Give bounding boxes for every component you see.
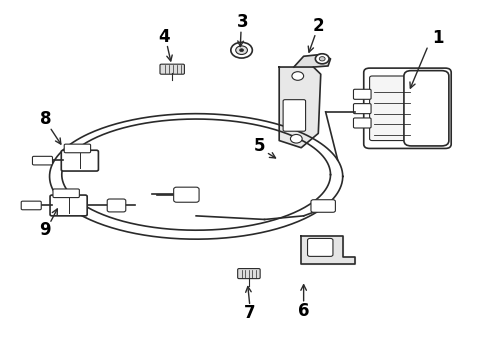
FancyBboxPatch shape (32, 156, 52, 165)
Text: 2: 2 (313, 17, 324, 35)
FancyBboxPatch shape (50, 195, 87, 216)
FancyBboxPatch shape (369, 76, 416, 140)
Polygon shape (294, 54, 331, 67)
FancyBboxPatch shape (173, 187, 199, 202)
FancyBboxPatch shape (404, 71, 449, 146)
FancyBboxPatch shape (160, 64, 184, 74)
FancyBboxPatch shape (364, 68, 451, 148)
Text: 6: 6 (298, 302, 309, 320)
Circle shape (240, 49, 244, 51)
Circle shape (231, 42, 252, 58)
Circle shape (316, 54, 329, 64)
FancyBboxPatch shape (64, 144, 91, 153)
Text: 3: 3 (237, 13, 248, 31)
FancyBboxPatch shape (53, 189, 79, 198)
Text: 8: 8 (40, 110, 51, 128)
FancyBboxPatch shape (353, 89, 371, 99)
Text: 9: 9 (39, 221, 50, 239)
FancyBboxPatch shape (61, 150, 98, 171)
Text: 1: 1 (432, 30, 444, 48)
Text: 4: 4 (159, 28, 170, 46)
FancyBboxPatch shape (107, 199, 126, 212)
FancyBboxPatch shape (283, 100, 306, 131)
FancyBboxPatch shape (238, 269, 260, 279)
FancyBboxPatch shape (311, 200, 335, 212)
Circle shape (319, 57, 325, 61)
Circle shape (291, 134, 302, 143)
FancyBboxPatch shape (308, 238, 333, 256)
Text: 7: 7 (244, 304, 256, 322)
Circle shape (292, 72, 304, 80)
Polygon shape (279, 67, 321, 148)
Polygon shape (301, 235, 355, 264)
Text: 5: 5 (254, 137, 266, 155)
FancyBboxPatch shape (353, 104, 371, 114)
FancyBboxPatch shape (21, 201, 41, 210)
Circle shape (236, 46, 247, 54)
FancyBboxPatch shape (353, 118, 371, 128)
